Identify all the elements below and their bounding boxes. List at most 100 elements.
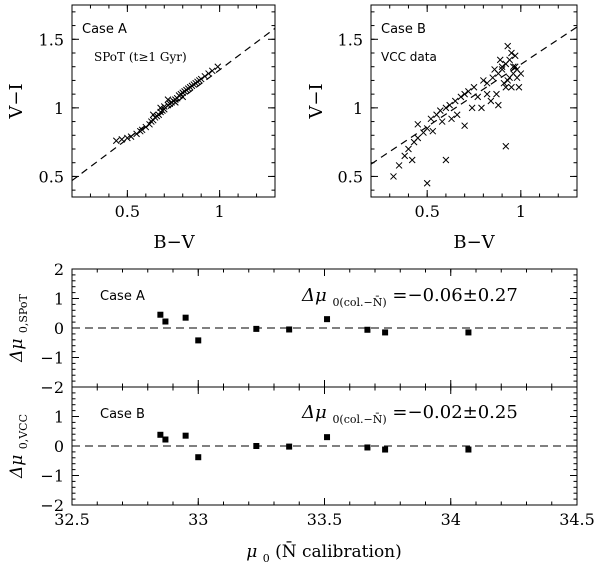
y-tick-label: 0 — [54, 437, 64, 456]
data-point — [494, 101, 502, 109]
data-point — [465, 329, 472, 336]
x-tick-label: 34 — [441, 510, 461, 529]
data-point — [446, 101, 454, 109]
data-point — [405, 145, 412, 153]
data-point — [142, 123, 150, 131]
y-axis-label-main: Δμ — [7, 455, 27, 479]
y-axis-label-main: Δμ — [7, 339, 27, 363]
y-tick-label: 1 — [54, 408, 64, 427]
y-tick-label: 0 — [54, 319, 64, 338]
data-points — [71, 386, 578, 506]
plot-frame — [370, 4, 578, 198]
data-point — [390, 173, 397, 180]
annotation-sub: 0(col.−N̄) — [332, 413, 386, 426]
x-axis-label: B−V — [153, 232, 195, 253]
data-point — [149, 111, 157, 119]
data-point — [133, 130, 140, 138]
data-point — [498, 63, 506, 71]
x-tick-label: 1 — [215, 202, 225, 221]
annotation-main: Δμ — [301, 402, 327, 423]
data-point — [124, 134, 131, 142]
residual-panel-vcc: Case B Δμ 0(col.−N̄) =−0.02±0.25 Δμ 0,VC… — [7, 386, 595, 567]
y-tick-label: 0.5 — [39, 167, 64, 186]
y-tick-label: 1.5 — [338, 30, 363, 49]
data-point — [205, 70, 212, 77]
y-tick-label: 1 — [54, 99, 64, 118]
x-axis-label-rest: (N̄ calibration) — [275, 540, 402, 562]
x-tick-label: 32.5 — [54, 510, 90, 529]
data-point — [438, 118, 446, 125]
x-axis-label: μ 0 (N̄ calibration) — [246, 540, 402, 567]
y-axis-label-sub: 0,VCC — [17, 414, 30, 449]
panel-label: Case B — [381, 22, 426, 37]
data-point — [483, 90, 491, 98]
data-point — [112, 137, 120, 145]
data-point — [286, 326, 293, 333]
y-axis-label: Δμ 0,VCC — [7, 414, 30, 479]
y-tick-label: 1 — [54, 290, 64, 309]
data-point — [442, 156, 450, 164]
data-point — [162, 436, 169, 443]
x-axis-label-sub: 0 — [263, 552, 270, 565]
scatter-panel-case-b: Case B VCC data B−V V−I 0.511.5 0.5 1 — [306, 4, 578, 253]
data-point — [470, 83, 478, 91]
y-tick-label: −2 — [40, 378, 64, 397]
data-point — [118, 136, 126, 143]
y-axis-label: V−I — [6, 83, 27, 119]
y-tick-label: −1 — [40, 467, 64, 486]
x-tick-label: 0.5 — [414, 202, 439, 221]
y-tick-label: −1 — [40, 349, 64, 368]
y-tick-label: 2 — [54, 260, 64, 279]
annotation: Δμ 0(col.−N̄) =−0.02±0.25 — [301, 402, 518, 428]
x-tick-label: 34.5 — [559, 510, 595, 529]
data-points — [71, 5, 276, 197]
y-tick-labels: −2 −1 0 1 2 — [40, 260, 64, 397]
y-tick-label: −2 — [40, 496, 64, 515]
data-point — [324, 434, 331, 441]
annotation-sub: 0(col.−N̄) — [332, 296, 386, 309]
data-point — [506, 56, 513, 64]
data-point — [195, 337, 202, 344]
annotation-value: =−0.06±0.27 — [392, 285, 517, 306]
data-point — [382, 329, 389, 336]
data-point — [382, 446, 389, 453]
x-tick-label: 33 — [188, 510, 208, 529]
data-point — [489, 74, 497, 82]
data-point — [157, 311, 164, 318]
data-point — [414, 120, 422, 128]
annotation-value: =−0.02±0.25 — [392, 402, 517, 423]
data-point — [253, 443, 260, 449]
data-point — [427, 115, 435, 123]
data-point — [162, 318, 169, 325]
data-point — [504, 42, 512, 50]
x-tick-label: 0.5 — [115, 202, 140, 221]
data-point — [502, 142, 510, 150]
y-tick-label: 1 — [353, 99, 363, 118]
plot-frame — [71, 4, 276, 198]
scatter-panel-case-a: Case A SPoT (t≥1 Gyr) B−V V−I 0.511.5 0.… — [6, 4, 276, 253]
data-point — [253, 325, 260, 332]
data-point — [493, 90, 500, 98]
data-point — [506, 74, 513, 82]
data-point — [457, 93, 465, 101]
x-tick-label: 1 — [516, 202, 526, 221]
data-point — [286, 443, 293, 450]
data-point — [465, 446, 472, 453]
data-point — [453, 111, 461, 119]
y-tick-labels: 0.5 1 1.5 — [338, 30, 363, 186]
data-point — [214, 63, 222, 71]
y-tick-labels: 0.5 1 1.5 — [39, 30, 64, 186]
data-point — [414, 134, 422, 142]
data-point — [461, 122, 468, 130]
x-tick-labels: 0.5 1 — [115, 202, 225, 221]
y-axis-label: Δμ 0,SPoT — [7, 294, 30, 363]
x-tick-labels: 32.5 33 33.5 34 34.5 — [54, 510, 595, 529]
data-point — [195, 454, 202, 461]
data-point — [508, 83, 515, 91]
data-point — [423, 125, 431, 132]
annotation: Δμ 0(col.−N̄) =−0.06±0.27 — [301, 285, 518, 311]
data-point — [401, 152, 409, 160]
data-point — [515, 83, 523, 91]
x-tick-label: 33.5 — [307, 510, 343, 529]
data-point — [474, 93, 482, 101]
